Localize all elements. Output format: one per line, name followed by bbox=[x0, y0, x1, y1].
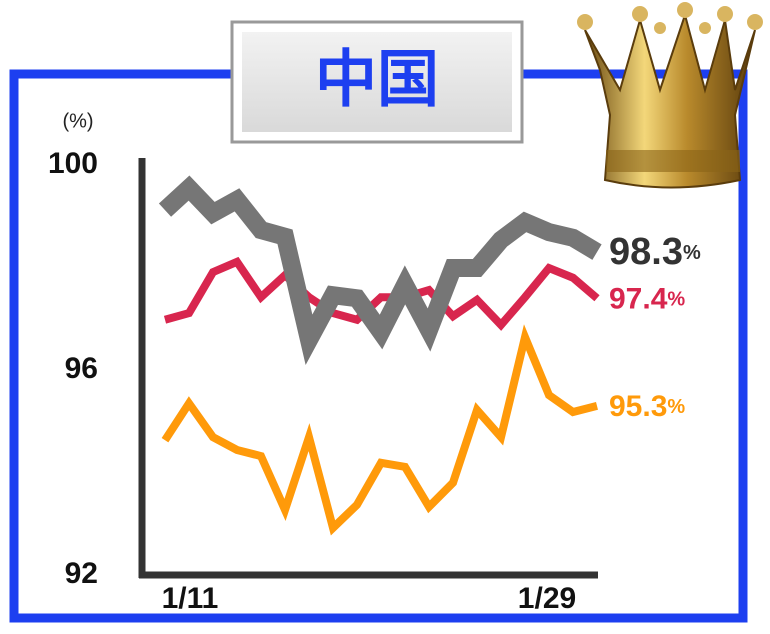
end-label: 97.4% bbox=[609, 282, 685, 315]
end-label-value: 97.4 bbox=[609, 282, 668, 315]
end-label-unit: % bbox=[667, 396, 685, 418]
y-unit: (%) bbox=[62, 110, 93, 132]
end-label-unit: % bbox=[667, 289, 685, 311]
series-line bbox=[163, 256, 600, 331]
series-line bbox=[161, 324, 598, 536]
series-line bbox=[158, 175, 602, 365]
end-label: 95.3% bbox=[609, 390, 685, 423]
x-tick-label: 1/11 bbox=[162, 582, 219, 615]
chart-title: 中国 bbox=[315, 45, 439, 114]
y-tick-label: 100 bbox=[48, 147, 98, 180]
x-tick-label: 1/29 bbox=[518, 582, 576, 615]
y-tick-label: 96 bbox=[65, 352, 98, 385]
end-label-value: 98.3 bbox=[609, 231, 683, 273]
end-label: 98.3% bbox=[609, 231, 701, 273]
y-tick-label: 92 bbox=[65, 557, 98, 590]
crown bbox=[577, 2, 763, 189]
end-label-unit: % bbox=[683, 242, 701, 264]
title-fill bbox=[242, 32, 512, 132]
end-label-value: 95.3 bbox=[609, 390, 667, 423]
